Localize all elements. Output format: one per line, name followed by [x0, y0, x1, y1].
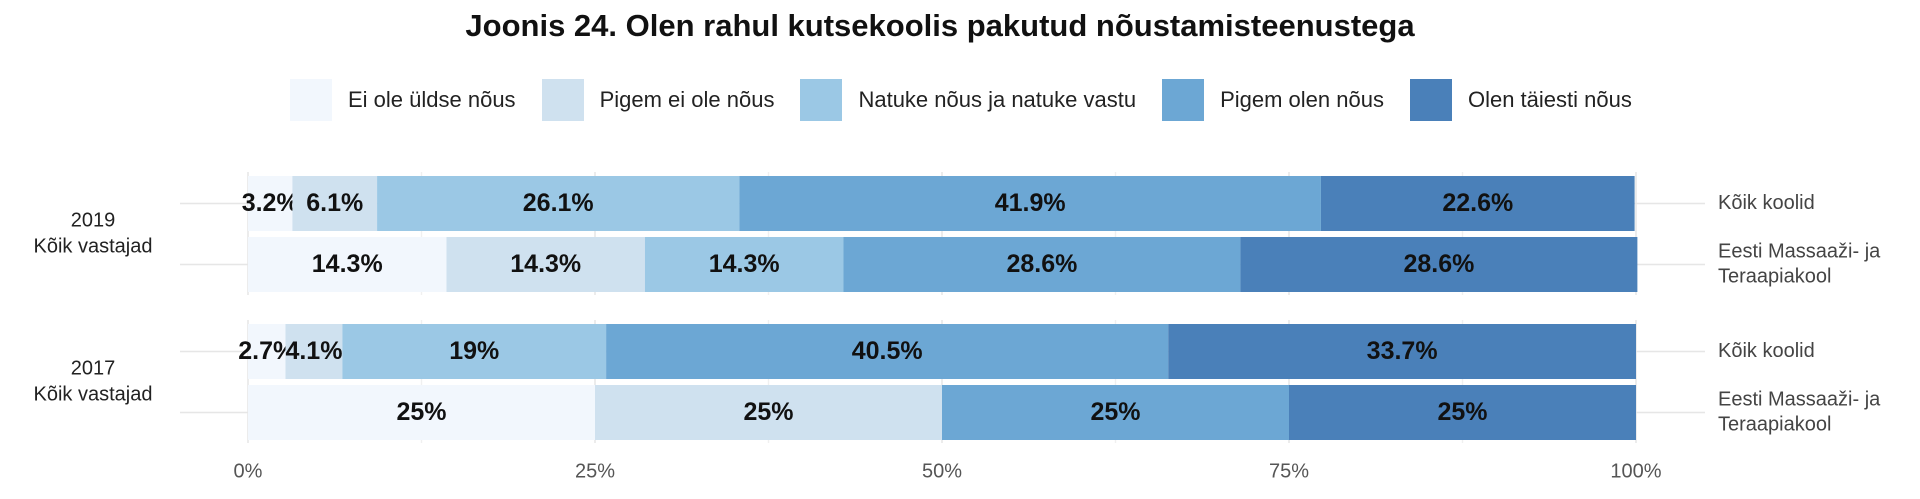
data-label: 3.2% [242, 189, 299, 217]
data-label: 6.1% [306, 189, 363, 217]
legend-item: Pigem ei ole nõus [541, 79, 775, 121]
data-label: 26.1% [523, 189, 594, 217]
legend-label: Pigem ei ole nõus [599, 87, 775, 112]
data-label: 22.6% [1442, 189, 1513, 217]
bar-segment [1168, 324, 1636, 379]
bar-segment [285, 324, 343, 379]
bar-segment [606, 324, 1169, 379]
bar-category-label: Eesti Massaaži- ja [1718, 240, 1881, 262]
legend-label: Natuke nõus ja natuke vastu [858, 87, 1137, 112]
bar-segment [248, 385, 595, 440]
data-label: 14.3% [510, 250, 581, 278]
data-label: 4.1% [285, 337, 342, 365]
legend-item: Pigem olen nõus [1162, 79, 1384, 121]
data-label: 25% [1437, 398, 1487, 426]
data-label: 14.3% [709, 250, 780, 278]
data-label: 19% [449, 337, 499, 365]
legend-swatch [800, 79, 843, 121]
x-tick-label: 25% [575, 460, 615, 482]
legend-label: Pigem olen nõus [1220, 87, 1384, 112]
x-tick-label: 0% [234, 460, 263, 482]
legend-item: Natuke nõus ja natuke vastu [800, 79, 1136, 121]
bar-segment [377, 176, 740, 231]
bar-segment [1240, 237, 1638, 292]
bar-category-label: Teraapiakool [1718, 413, 1831, 435]
legend-swatch [1162, 79, 1205, 121]
bar-segment [248, 176, 293, 231]
bar-segment [843, 237, 1241, 292]
bar-category-label: Kõik koolid [1718, 340, 1815, 362]
bar-category-label: Kõik koolid [1718, 192, 1815, 214]
bar-segment [292, 176, 378, 231]
group-label: 2019 [71, 209, 116, 231]
bar-segment [644, 237, 844, 292]
bar-segment [1289, 385, 1636, 440]
bar-segment [942, 385, 1289, 440]
data-label: 28.6% [1403, 250, 1474, 278]
legend-swatch [1409, 79, 1452, 121]
x-tick-label: 50% [922, 460, 962, 482]
bar-segment [248, 237, 447, 292]
bar-segment [595, 385, 942, 440]
legend-swatch [290, 79, 332, 121]
bar-segment [739, 176, 1321, 231]
legend-label: Ei ole üldse nõus [348, 87, 516, 112]
chart-title: Joonis 24. Olen rahul kutsekoolis pakutu… [465, 8, 1415, 43]
data-label: 25% [743, 398, 793, 426]
group-label: Kõik vastajad [34, 235, 153, 257]
x-tick-label: 100% [1610, 460, 1661, 482]
legend-item: Olen täiesti nõus [1409, 79, 1632, 121]
bar-category-label: Teraapiakool [1718, 265, 1831, 287]
group-label: Kõik vastajad [34, 383, 153, 405]
x-tick-label: 75% [1269, 460, 1309, 482]
legend-swatch [541, 79, 584, 121]
legend: Ei ole üldse nõus Pigem ei ole nõus Natuke… [290, 78, 1658, 122]
group-label: 2017 [71, 357, 116, 379]
legend-item: Ei ole üldse nõus [290, 79, 516, 121]
bar-segment [342, 324, 607, 379]
bar-segment [446, 237, 645, 292]
data-label: 33.7% [1367, 337, 1438, 365]
data-label: 41.9% [995, 189, 1066, 217]
data-label: 25% [1090, 398, 1140, 426]
legend-label: Olen täiesti nõus [1467, 87, 1632, 112]
bar-category-label: Eesti Massaaži- ja [1718, 388, 1881, 410]
data-label: 40.5% [852, 337, 923, 365]
data-label: 28.6% [1006, 250, 1077, 278]
bar-segment [248, 324, 286, 379]
bar-segment [1320, 176, 1635, 231]
data-label: 14.3% [312, 250, 383, 278]
data-label: 25% [396, 398, 446, 426]
